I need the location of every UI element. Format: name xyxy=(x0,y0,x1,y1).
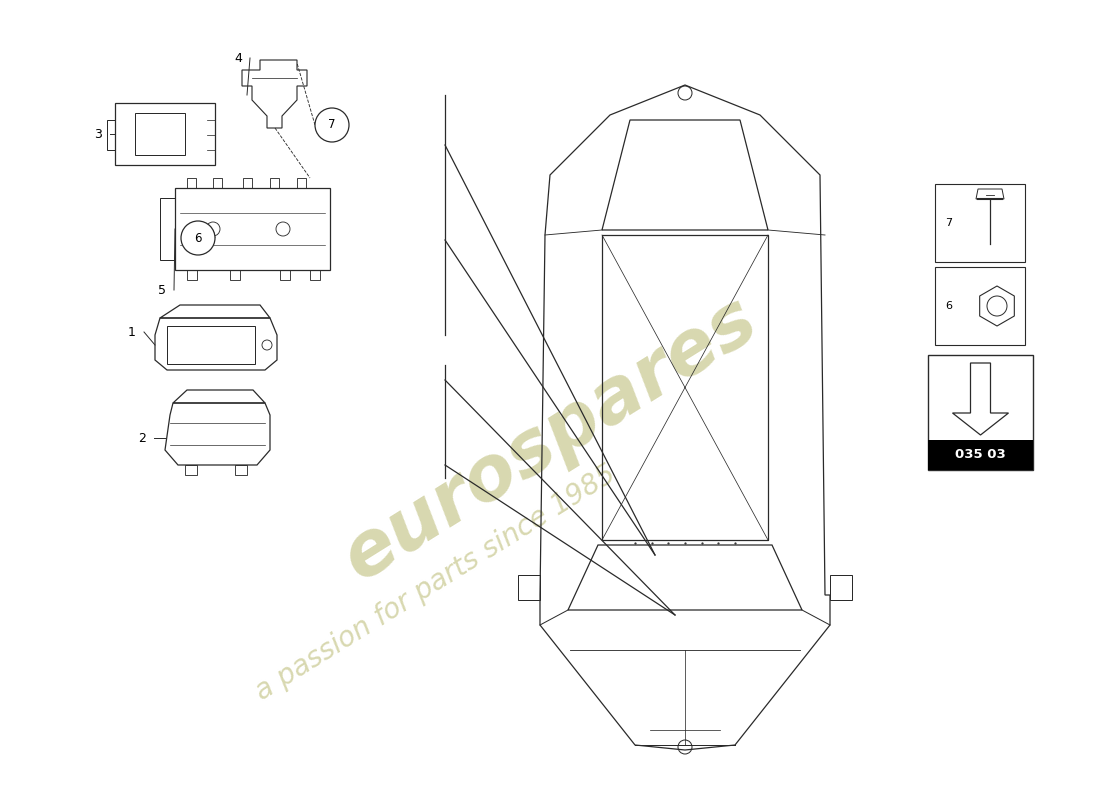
Bar xyxy=(935,184,1025,262)
Bar xyxy=(135,113,185,155)
Text: 3: 3 xyxy=(95,127,102,141)
Text: 6: 6 xyxy=(195,231,201,245)
Text: a passion for parts since 1985: a passion for parts since 1985 xyxy=(250,460,620,706)
Bar xyxy=(167,326,255,364)
Text: 7: 7 xyxy=(945,218,953,228)
Bar xyxy=(310,270,320,280)
Text: 1: 1 xyxy=(128,326,136,338)
Bar xyxy=(187,178,196,188)
Text: 5: 5 xyxy=(158,283,166,297)
Circle shape xyxy=(182,221,214,255)
Bar xyxy=(928,355,1033,470)
Bar xyxy=(297,178,306,188)
Bar xyxy=(116,103,214,165)
Bar xyxy=(270,178,279,188)
Bar xyxy=(230,270,240,280)
Bar xyxy=(185,465,197,475)
Bar xyxy=(107,120,116,150)
Bar xyxy=(935,267,1025,345)
Text: 035 03: 035 03 xyxy=(955,449,1005,462)
Text: 7: 7 xyxy=(328,118,336,131)
Bar xyxy=(175,188,330,270)
Bar xyxy=(187,270,197,280)
Bar xyxy=(235,465,248,475)
Text: eurospares: eurospares xyxy=(330,282,771,596)
Bar xyxy=(243,178,252,188)
Circle shape xyxy=(315,108,349,142)
Bar xyxy=(160,198,175,260)
Bar xyxy=(280,270,290,280)
Bar xyxy=(928,440,1033,470)
Text: 4: 4 xyxy=(234,51,242,65)
Text: 6: 6 xyxy=(945,301,952,311)
Text: 2: 2 xyxy=(139,431,146,445)
Bar xyxy=(213,178,222,188)
